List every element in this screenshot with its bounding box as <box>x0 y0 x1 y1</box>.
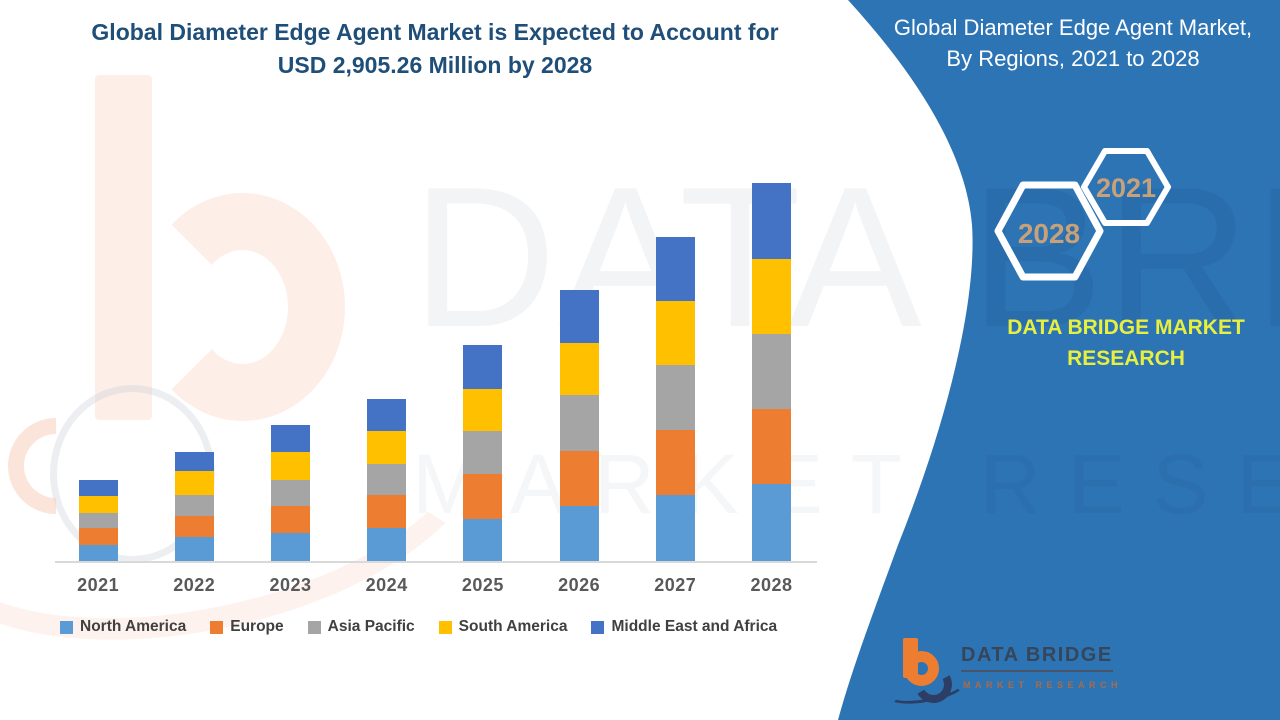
legend-label: Europe <box>230 618 284 635</box>
bar-segment-north-america <box>752 483 791 561</box>
bar-segment-europe <box>271 505 310 533</box>
bar-segment-north-america <box>559 505 599 561</box>
logo-b-bowl <box>904 651 939 686</box>
bar-2026 <box>559 289 599 561</box>
legend-item-north-america: North America <box>60 618 186 636</box>
legend-label: Asia Pacific <box>327 618 415 635</box>
bar-segment-middle-east-and-africa <box>78 479 118 496</box>
bar-segment-asia-pacific <box>271 479 310 506</box>
bar-segment-north-america <box>78 544 118 561</box>
bar-segment-south-america <box>174 471 214 496</box>
bar-segment-middle-east-and-africa <box>271 424 310 452</box>
bar-segment-south-america <box>367 430 407 464</box>
bar-2024 <box>367 398 407 561</box>
chart-legend: North America Europe Asia Pacific South Ame… <box>60 618 860 636</box>
bar-segment-middle-east-and-africa <box>655 236 695 301</box>
legend-swatch-icon <box>591 620 605 634</box>
legend-label: North America <box>80 618 187 635</box>
bar-segment-middle-east-and-africa <box>752 183 791 260</box>
bar-segment-south-america <box>463 388 503 431</box>
bar-segment-asia-pacific <box>559 394 599 451</box>
bar-segment-north-america <box>463 518 503 561</box>
legend-swatch-icon <box>307 620 321 634</box>
bar-segment-middle-east-and-africa <box>174 452 214 472</box>
chart-title-line1: Global Diameter Edge Agent Market is Exp… <box>91 19 779 45</box>
panel-title: Global Diameter Edge Agent Market, By Re… <box>868 12 1278 74</box>
brand-text: DATA BRIDGE MARKET RESEARCH <box>1007 316 1245 370</box>
logo-tagline-text: MARKET RESEARCH <box>963 680 1123 690</box>
bar-segment-south-america <box>655 300 695 365</box>
legend-label: Middle East and Africa <box>611 618 778 635</box>
bar-2027 <box>655 236 695 561</box>
bar-segment-asia-pacific <box>78 512 118 528</box>
x-axis-line <box>55 561 817 563</box>
x-axis-label-2021: 2021 <box>77 575 120 595</box>
bar-segment-europe <box>78 527 118 545</box>
chart-title-line2: USD 2,905.26 Million by 2028 <box>277 52 593 78</box>
legend-label: South America <box>458 618 568 635</box>
bar-segment-south-america <box>78 495 118 513</box>
x-axis-label-2022: 2022 <box>173 575 216 595</box>
bar-segment-north-america <box>655 494 695 561</box>
legend-swatch-icon <box>438 620 452 634</box>
x-axis-label-2026: 2026 <box>558 575 601 595</box>
x-axis-label-2028: 2028 <box>750 575 793 595</box>
legend-item-asia-pacific: Asia Pacific <box>307 618 415 636</box>
logo-name-text: DATA BRIDGE <box>961 644 1113 672</box>
bar-2025 <box>463 345 503 561</box>
chart-title: Global Diameter Edge Agent Market is Exp… <box>55 16 815 82</box>
bar-segment-europe <box>655 429 695 495</box>
legend-swatch-icon <box>210 620 224 634</box>
legend-item-europe: Europe <box>210 618 284 636</box>
data-bridge-logo: DATA BRIDGE MARKET RESEARCH <box>891 636 1121 710</box>
bar-segment-south-america <box>271 451 310 480</box>
bar-segment-europe <box>174 516 214 538</box>
bar-2028 <box>752 183 791 561</box>
bar-segment-europe <box>559 450 599 506</box>
bar-segment-middle-east-and-africa <box>463 345 503 389</box>
bar-2022 <box>174 452 214 561</box>
x-axis-label-2023: 2023 <box>269 575 312 595</box>
panel-title-line1: Global Diameter Edge Agent Market, <box>893 15 1253 40</box>
bar-segment-asia-pacific <box>367 463 407 495</box>
bar-segment-south-america <box>752 259 791 334</box>
x-axis-label-2025: 2025 <box>461 575 504 595</box>
b-watermark-stem <box>95 75 152 420</box>
bar-segment-asia-pacific <box>752 333 791 410</box>
x-axis-label-2027: 2027 <box>654 575 697 595</box>
bar-segment-north-america <box>174 537 214 561</box>
legend-item-south-america: South America <box>438 618 568 636</box>
hexagon-2021-label: 2021 <box>1095 173 1157 203</box>
bar-segment-europe <box>367 494 407 528</box>
hexagon-2028-outline <box>998 185 1100 277</box>
bar-segment-north-america <box>367 527 407 561</box>
bar-segment-north-america <box>271 533 310 561</box>
hexagon-2028-label: 2028 <box>1017 218 1081 249</box>
x-axis-label-2024: 2024 <box>365 575 408 595</box>
bar-segment-europe <box>463 473 503 519</box>
panel-title-line2: By Regions, 2021 to 2028 <box>946 46 1200 71</box>
bar-2023 <box>271 424 310 561</box>
bar-2021 <box>78 479 118 561</box>
bar-segment-europe <box>752 409 791 484</box>
logo-underline-swoosh <box>886 671 967 708</box>
bar-segment-middle-east-and-africa <box>367 398 407 431</box>
bar-segment-south-america <box>559 342 599 395</box>
hexagon-2021-outline <box>1084 151 1168 223</box>
bar-segment-middle-east-and-africa <box>559 289 599 343</box>
bar-segment-asia-pacific <box>655 364 695 430</box>
legend-item-middle-east-and-africa: Middle East and Africa <box>591 618 777 636</box>
legend-swatch-icon <box>60 620 73 634</box>
bar-segment-asia-pacific <box>174 495 214 517</box>
bar-segment-asia-pacific <box>463 431 503 474</box>
